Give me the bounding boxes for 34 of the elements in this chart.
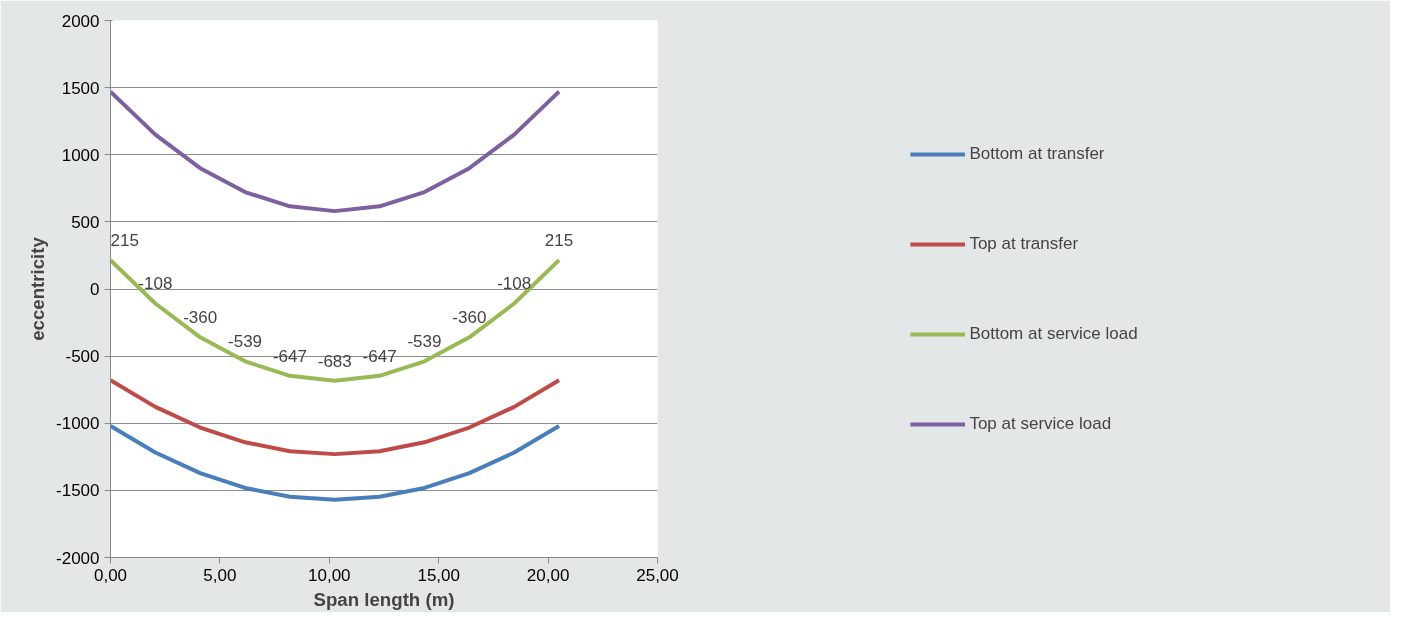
line-series [110,378,562,457]
x-axis-title: Span length (m) [313,588,455,610]
line-series [110,423,562,502]
data-label: -108 [497,274,532,294]
data-label: -360 [452,308,487,328]
data-label: -360 [183,308,218,328]
y-tick-label: -500 [65,347,100,367]
y-tick-label: -1500 [56,481,100,501]
y-tick-label: 0 [90,280,100,299]
x-tick-label: 15,00 [417,565,460,585]
x-tick-label: 0,00 [93,565,128,585]
x-tick-label: 20,00 [526,565,570,585]
legend-label: Bottom at transfer [969,143,1105,164]
data-label: 215 [110,231,139,251]
y-tick-label: -1000 [56,414,100,434]
legend-label: Bottom at service load [969,323,1138,344]
data-label: -539 [407,332,442,352]
y-tick-label: -2000 [56,548,100,568]
x-tick-label: 5,00 [203,565,237,585]
data-label: 215 [544,231,574,251]
data-label: -539 [228,332,263,352]
y-axis-title: eccentricity [27,236,49,341]
legend-label: Top at service load [969,413,1112,434]
data-label: -108 [138,274,173,294]
y-tick-label: 1500 [61,78,100,98]
legend-label: Top at transfer [969,233,1079,254]
x-tick-label: 10,00 [308,565,351,585]
line-series [110,258,562,383]
y-tick-label: 1000 [61,145,100,165]
y-tick-label: 2000 [61,11,100,31]
x-tick-label: 25,00 [636,565,679,585]
y-tick-label: 500 [71,212,100,232]
data-label: -683 [317,351,352,371]
line-series [110,89,562,214]
